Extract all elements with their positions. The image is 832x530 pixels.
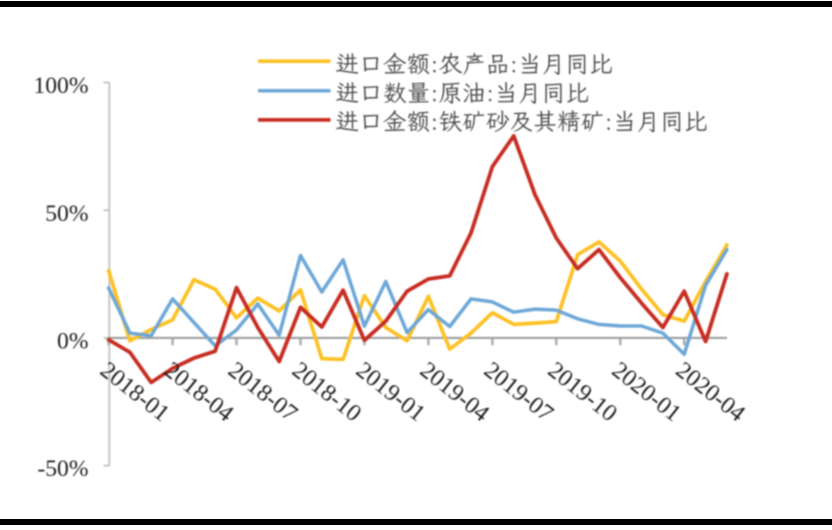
svg-text:2018-10: 2018-10: [287, 357, 366, 427]
svg-text:2020-04: 2020-04: [671, 357, 750, 427]
svg-text:2019-10: 2019-10: [543, 357, 622, 427]
svg-text:2020-01: 2020-01: [607, 357, 686, 427]
svg-text:2018-04: 2018-04: [159, 357, 238, 427]
svg-text:2018-07: 2018-07: [223, 357, 302, 427]
svg-text:0%: 0%: [57, 329, 88, 355]
svg-text:2018-01: 2018-01: [95, 357, 174, 427]
svg-text:50%: 50%: [45, 201, 88, 227]
svg-text:2019-04: 2019-04: [415, 357, 494, 427]
svg-text:-50%: -50%: [37, 456, 88, 482]
svg-text:2019-01: 2019-01: [351, 357, 430, 427]
svg-text:100%: 100%: [33, 73, 88, 99]
svg-text:2019-07: 2019-07: [479, 357, 558, 427]
